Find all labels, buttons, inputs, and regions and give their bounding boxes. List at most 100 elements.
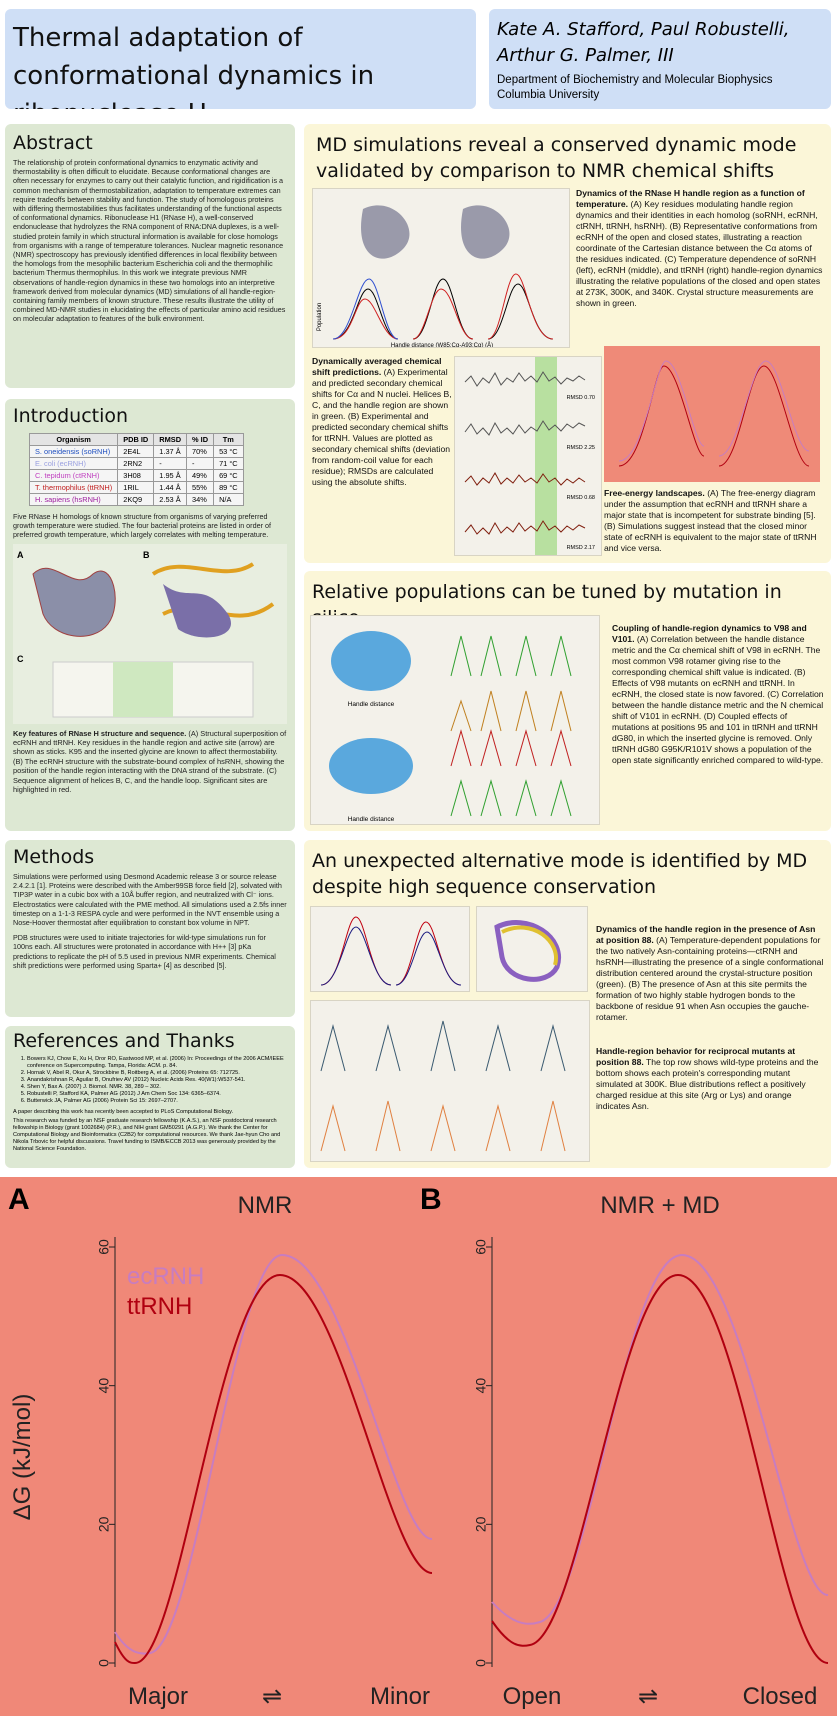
ttrnh-curve	[114, 1273, 433, 1665]
caption-title: Coupling of handle-region dynamics to V9…	[612, 623, 807, 644]
rmsd-label: RMSD 2.25	[567, 445, 595, 451]
scatter-cloud	[331, 631, 411, 691]
caption: The top row shows wild-type proteins and…	[596, 1057, 819, 1111]
methods-heading: Methods	[13, 846, 95, 868]
rmsd-label: RMSD 2.17	[567, 545, 595, 551]
ecrnh-curve	[114, 1253, 433, 1655]
y-axis-label: Population	[317, 303, 323, 331]
y-tick-label: 60	[473, 1239, 489, 1255]
table-cell: 70%	[186, 445, 215, 458]
methods-paragraph: PDB structures were used to initiate tra…	[13, 933, 276, 970]
reference: Hornak V, Abel R, Okur A, Strockbine B, …	[27, 1070, 287, 1077]
table-cell: S. oneidensis (soRNH)	[28, 445, 119, 458]
x-axis-label: Handle distance	[348, 816, 395, 823]
structure	[494, 920, 562, 982]
caption-title: Free-energy landscapes.	[604, 488, 705, 498]
note: This research was funded by an NSF gradu…	[13, 1118, 281, 1152]
references-box: References and Thanks Bowers KJ, Chow E,…	[5, 1026, 295, 1168]
caption: (A) The free-energy diagram under the as…	[604, 488, 817, 553]
affiliation-1: Department of Biochemistry and Molecular…	[497, 74, 773, 86]
table-cell: 55%	[186, 481, 215, 494]
reference: Butterwick JA, Palmer AG (2006) Protein …	[27, 1098, 287, 1105]
table-cell: 89 °C	[213, 481, 244, 494]
legend-entry: ttRNH	[127, 1293, 192, 1320]
free-energy-figure: A B NMR NMR + MD ecRNH ttRNH ΔG (kJ/mol)…	[0, 1177, 837, 1716]
caption-title: Dynamically averaged chemical shift pred…	[312, 356, 442, 377]
caption-title: Dynamics of the handle region in the pre…	[596, 924, 816, 945]
table-header-row: Organism PDB ID RMSD% ID Tm	[28, 433, 244, 446]
structure	[361, 205, 510, 259]
table-cell: 1.95 Å	[153, 469, 188, 482]
reference-list: Bowers KJ, Chow E, Xu H, Dror RO, Eastwo…	[27, 1056, 287, 1105]
table-row: H. sapiens (hsRNH) 2KQ9 2.53 Å 34% N/A	[28, 493, 244, 506]
introduction-box: Introduction Organism PDB ID RMSD% ID Tm S. …	[5, 399, 295, 831]
y-tick-label: 40	[473, 1378, 489, 1394]
table-cell: 69 °C	[213, 469, 244, 482]
population-curve	[320, 926, 462, 986]
handle-highlight	[535, 357, 557, 555]
population-curve	[332, 273, 554, 340]
abstract-box: Abstract The relationship of protein con…	[5, 124, 295, 388]
asn-figure-a	[310, 906, 470, 992]
shift-trace	[464, 520, 586, 535]
table-row: E. coli (ecRNH) 2RN2- -71 °C	[28, 457, 244, 470]
y-tick-label: 20	[473, 1516, 489, 1532]
column-header: % ID	[186, 433, 215, 446]
table-cell: C. tepidum (ctRNH)	[28, 469, 119, 482]
structure-figure: A B C	[13, 543, 287, 724]
column-header: Organism	[28, 433, 119, 446]
table-cell: 2.53 Å	[153, 493, 188, 506]
distribution	[450, 779, 572, 817]
caption: (A) Temperature-dependent populations fo…	[596, 935, 824, 1022]
chemical-shift-figure: RMSD 0.70 RMSD 2.25 RMSD 0.68 RMSD 2.17	[454, 356, 602, 556]
distribution	[320, 1020, 566, 1072]
y-tick-label: 20	[96, 1516, 112, 1532]
authors: Kate A. Stafford, Paul Robustelli, Arthu…	[497, 19, 790, 66]
population-section: Relative populations can be tuned by mut…	[304, 571, 831, 831]
table-cell: 1.37 Å	[153, 445, 188, 458]
column-header: Tm	[213, 433, 244, 446]
caption-title: Handle-region behavior for reciprocal mu…	[596, 1046, 796, 1067]
mini-curve	[618, 365, 810, 467]
x-axis-label: Handle distance (W85:Cα-A93:Cα) (Å)	[391, 342, 493, 348]
x-axis-label: Handle distance	[348, 701, 395, 708]
asn-figure-b	[476, 906, 588, 992]
panel-label: C	[17, 654, 24, 664]
table-cell: 1.44 Å	[153, 481, 188, 494]
note: A paper describing this work has recentl…	[13, 1109, 234, 1115]
reciprocal-figure	[310, 1000, 590, 1162]
scatter-cloud	[329, 738, 413, 794]
ttrnh-curve	[491, 1273, 829, 1664]
affiliation-2: Columbia University	[497, 89, 600, 101]
shift-trace	[464, 471, 586, 486]
reference: Robustelli P, Stafford KA, Palmer AG (20…	[27, 1091, 287, 1098]
shift-trace	[464, 371, 586, 387]
protein-b	[163, 583, 232, 638]
abstract-text: The relationship of protein conformation…	[13, 158, 286, 324]
table-cell: 49%	[186, 469, 215, 482]
reference: Shen Y, Bax A. (2007) J. Biomol. NMR. 38…	[27, 1084, 287, 1091]
md-section: MD simulations reveal a conserved dynami…	[304, 124, 831, 563]
structure	[501, 925, 559, 966]
mini-bg	[604, 346, 820, 482]
table-cell: -	[153, 457, 188, 470]
column-header: PDB ID	[117, 433, 155, 446]
asn-section: An unexpected alternative mode is identi…	[304, 840, 831, 1168]
table-row: T. thermophilus (ttRNH) 1RIL 1.44 Å 55% 89 °…	[28, 481, 244, 494]
panel-label: A	[17, 550, 24, 560]
y-tick-label: 60	[96, 1239, 112, 1255]
ecrnh-curve	[491, 1253, 829, 1625]
population-curve	[320, 916, 462, 986]
mini-free-energy	[604, 346, 820, 482]
table-cell: H. sapiens (hsRNH)	[28, 493, 119, 506]
table-cell: 1RIL	[117, 481, 155, 494]
caption: (A) Correlation between the handle dista…	[612, 634, 824, 765]
shift-trace	[464, 420, 586, 436]
references-heading: References and Thanks	[13, 1030, 235, 1052]
panel-label: B	[420, 1183, 442, 1216]
distribution	[450, 690, 572, 732]
y-tick-label: 0	[473, 1659, 489, 1667]
reference: Anandakrishnan R, Aguilar B, Onufriev AV…	[27, 1077, 287, 1084]
distribution	[320, 1100, 566, 1152]
figure-bg	[0, 1177, 837, 1716]
